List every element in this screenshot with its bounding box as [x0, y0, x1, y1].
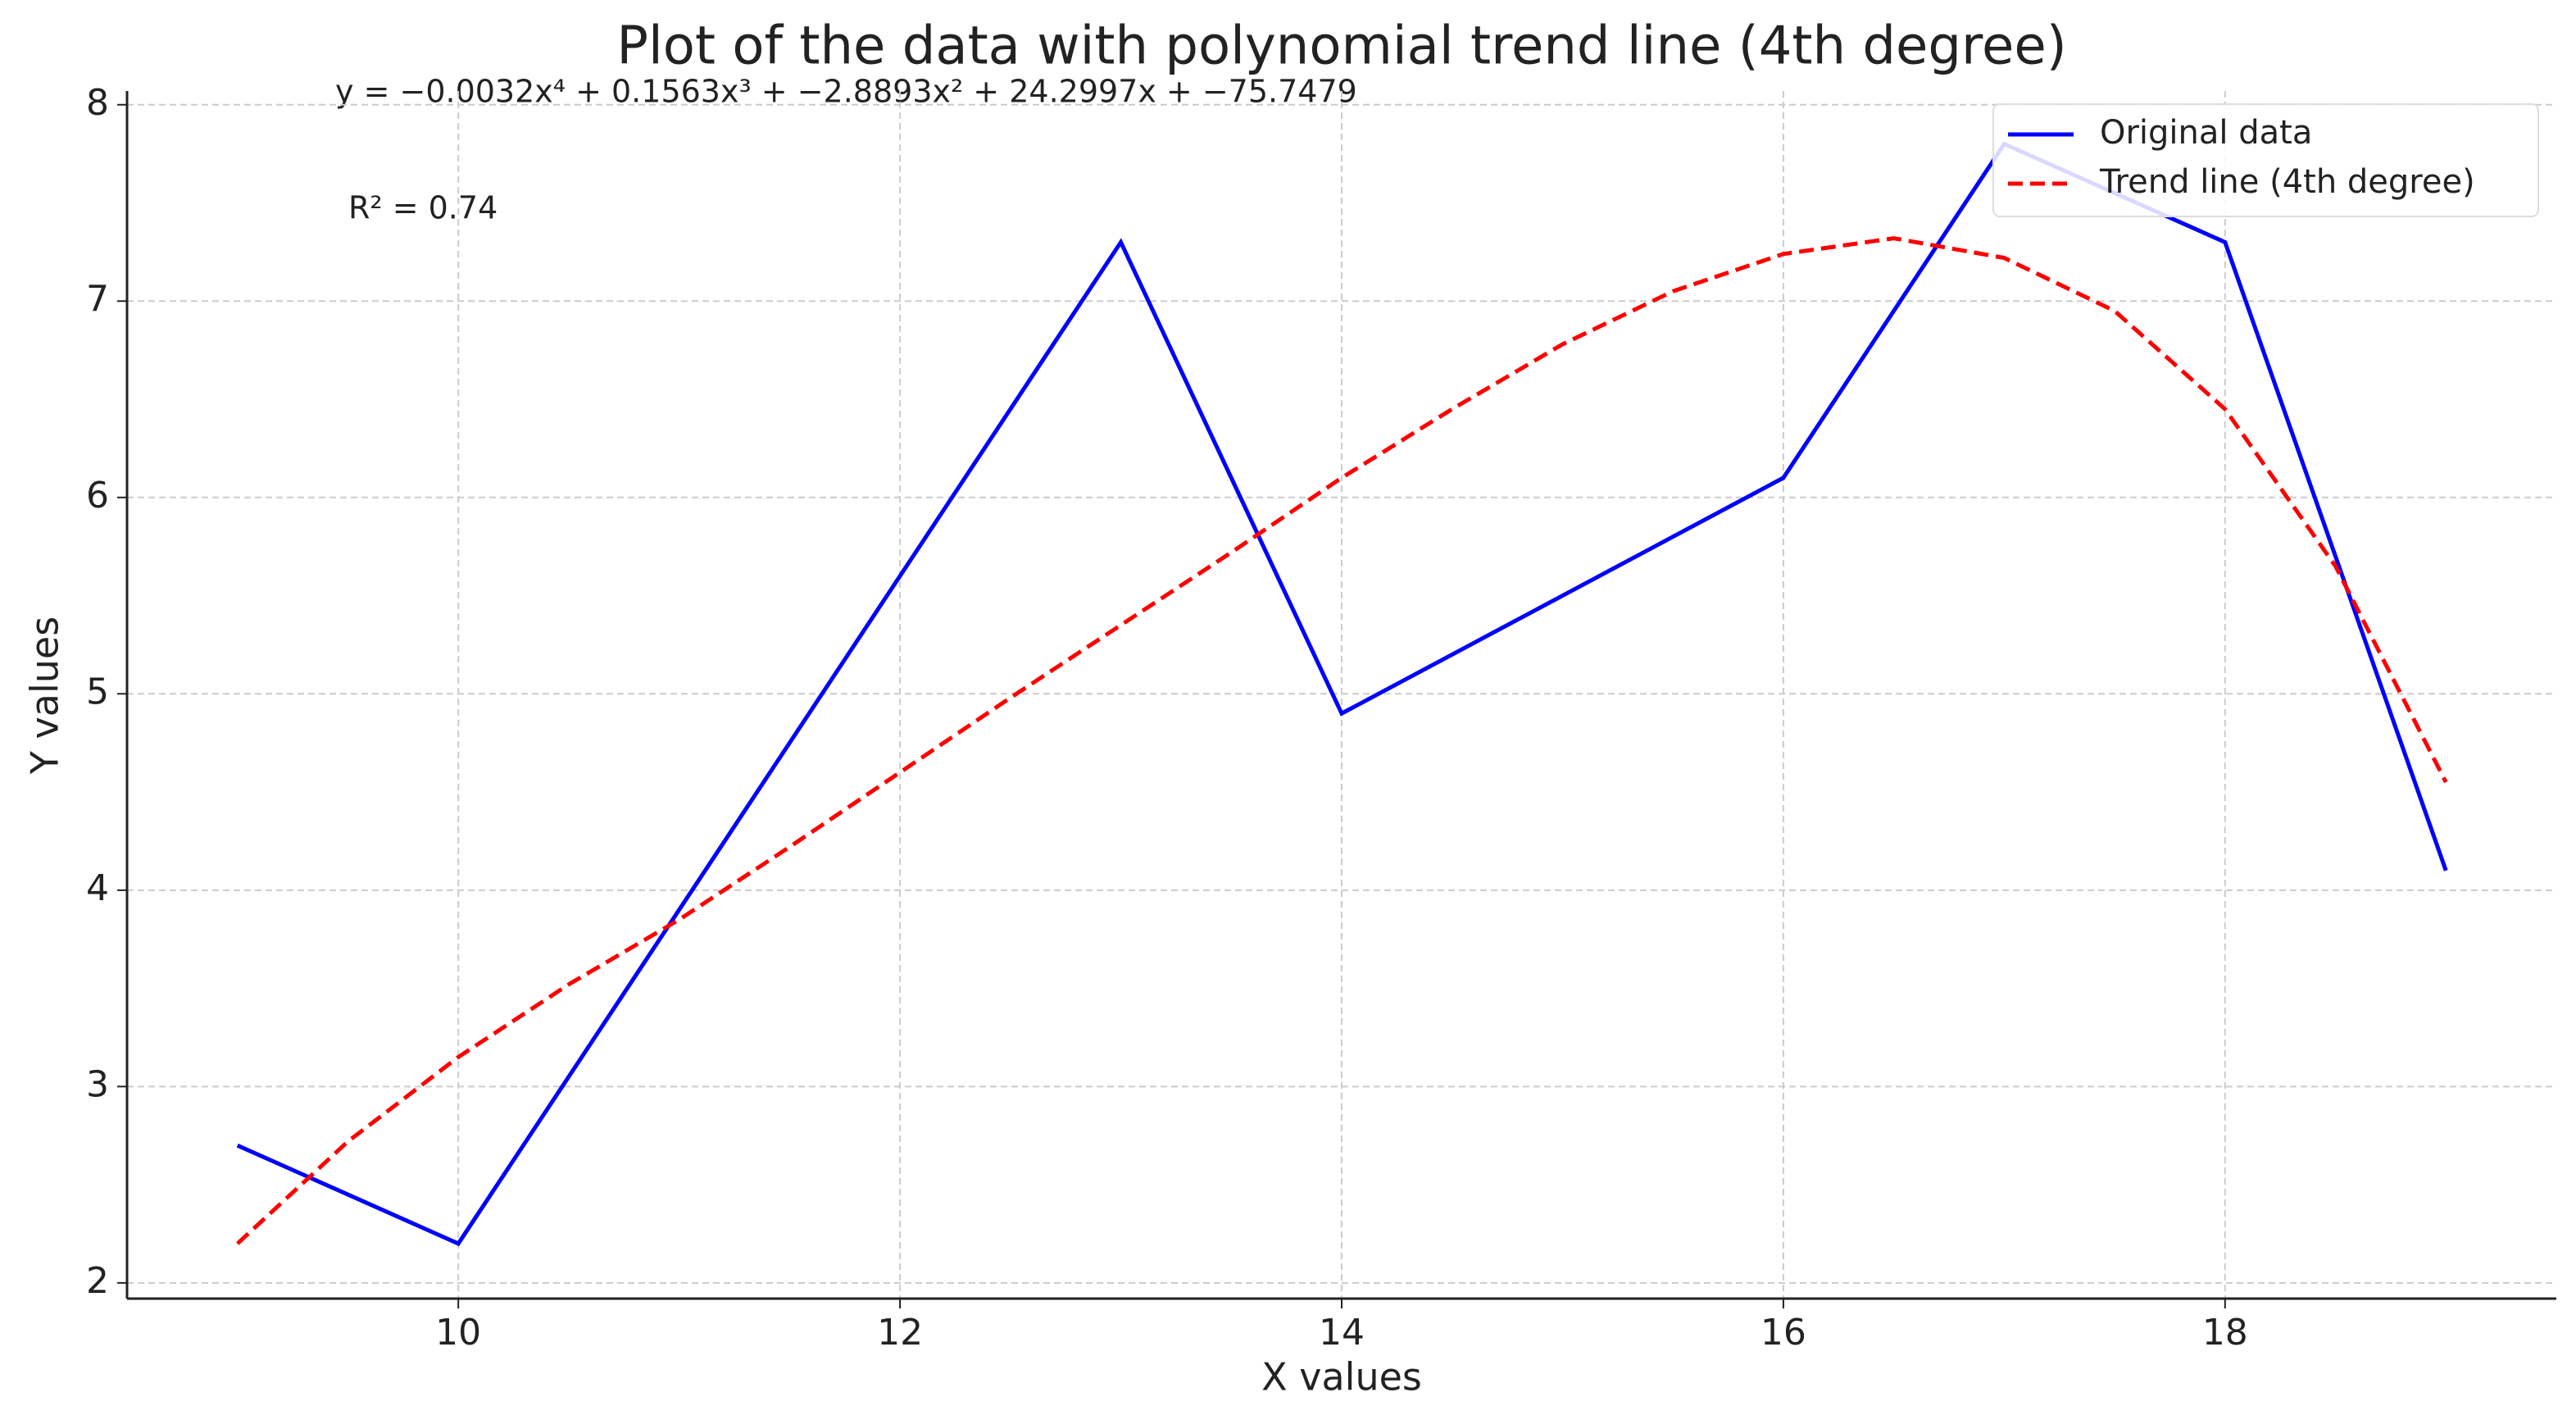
x-axis-label: X values [1261, 1355, 1422, 1399]
legend-label: Trend line (4th degree) [2099, 163, 2475, 201]
y-tick-label: 4 [86, 867, 109, 909]
y-tick-label: 3 [86, 1063, 109, 1105]
x-tick-label: 12 [877, 1312, 923, 1354]
x-tick-label: 10 [435, 1312, 481, 1354]
chart-title: Plot of the data with polynomial trend l… [616, 16, 2066, 77]
legend-label: Original data [2100, 114, 2312, 152]
equation-annotation: y = −0.0032x⁴ + 0.1563x³ + −2.8893x² + 2… [335, 74, 1357, 110]
legend: Original data Trend line (4th degree) [1992, 103, 2539, 217]
y-axis-label: Y values [23, 617, 67, 775]
x-tick-label: 14 [1319, 1312, 1365, 1354]
x-tick-label: 16 [1760, 1312, 1806, 1354]
y-tick-label: 6 [86, 475, 109, 516]
y-tick-label: 8 [86, 82, 109, 124]
series-line [236, 141, 2448, 1247]
x-tick-label: 18 [2202, 1312, 2248, 1354]
y-tick-label: 7 [86, 278, 109, 320]
legend-box [1992, 103, 2539, 217]
y-tick-label: 5 [86, 671, 109, 712]
r-squared-annotation: R² = 0.74 [348, 190, 497, 226]
series-line [236, 236, 2448, 1245]
y-tick-label: 2 [86, 1260, 109, 1302]
